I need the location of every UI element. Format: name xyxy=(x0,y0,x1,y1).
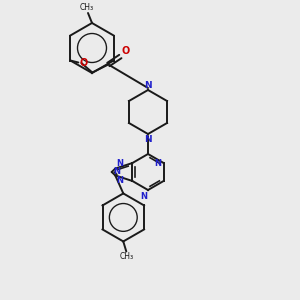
Text: N: N xyxy=(114,167,121,176)
Text: N: N xyxy=(116,176,123,185)
Text: N: N xyxy=(154,158,162,167)
Text: N: N xyxy=(140,192,147,201)
Text: O: O xyxy=(121,46,130,56)
Text: N: N xyxy=(116,159,123,168)
Text: CH₃: CH₃ xyxy=(119,252,134,261)
Text: CH₃: CH₃ xyxy=(80,3,94,12)
Text: N: N xyxy=(144,134,152,143)
Text: O: O xyxy=(79,58,88,68)
Text: N: N xyxy=(144,80,152,89)
